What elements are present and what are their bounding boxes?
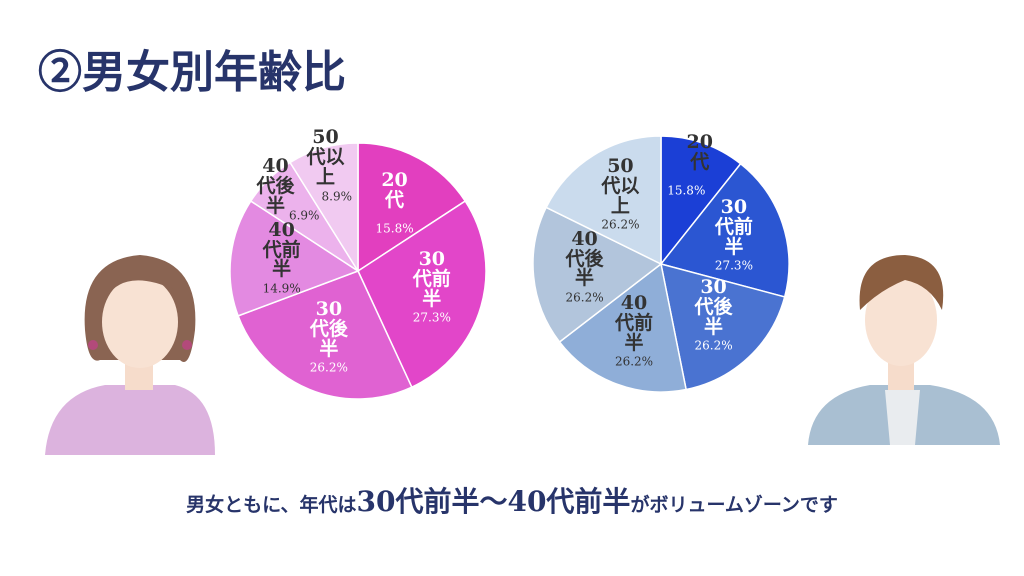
pie-slice (357, 200, 487, 389)
value-label: 6.9% (288, 208, 320, 223)
pie-slice (558, 262, 688, 393)
value-label: 26.2% (309, 360, 348, 375)
slice-label: 20代 (381, 169, 408, 212)
value-label: 26.2% (601, 217, 640, 232)
pie-slice (532, 206, 663, 344)
caption-text: がボリュームゾーンです (630, 494, 838, 516)
caption: 男女ともに、年代は30代前半～40代前半がボリュームゾーンです (0, 480, 1024, 520)
pie-slice (659, 162, 790, 298)
slice-label: 50代以上 (601, 154, 640, 217)
value-label: 26.2% (614, 354, 654, 369)
value-label: 26.2% (694, 338, 733, 353)
slice-label: 30代前半 (412, 248, 451, 311)
slice-label: 30代後半 (694, 276, 733, 338)
slice-label: 40代前半 (615, 291, 654, 354)
slice-label: 40代前半 (262, 218, 301, 281)
pie-slice (289, 142, 359, 274)
pie-slice (237, 270, 413, 400)
slice-label: 30代後半 (309, 298, 348, 360)
pie-slice (357, 142, 467, 273)
pie-slice (545, 135, 662, 266)
slice-label: 50代以上 (306, 125, 345, 188)
value-label: 15.8% (667, 184, 706, 199)
caption-highlight: 30代前半～40代前半 (356, 485, 631, 518)
man-illustration (808, 255, 1000, 445)
value-label: 27.3% (714, 258, 753, 273)
pie-slice (229, 200, 360, 317)
value-label: 8.9% (321, 189, 353, 204)
pie-slice (660, 262, 786, 391)
slice-label: 40代後半 (256, 155, 295, 217)
slice-label: 20代 (686, 130, 713, 173)
woman-illustration (45, 255, 215, 455)
slice-label: 40代後半 (565, 227, 604, 290)
value-label: 27.3% (412, 310, 451, 325)
slide-title: ②男女別年齢比 (38, 47, 346, 98)
value-label: 26.2% (565, 290, 604, 305)
pie-slice (660, 135, 742, 267)
caption-text: 男女ともに、年代は (186, 494, 357, 516)
value-label: 14.9% (262, 281, 301, 296)
value-label: 15.8% (375, 222, 414, 237)
slice-label: 30代前半 (714, 195, 753, 258)
